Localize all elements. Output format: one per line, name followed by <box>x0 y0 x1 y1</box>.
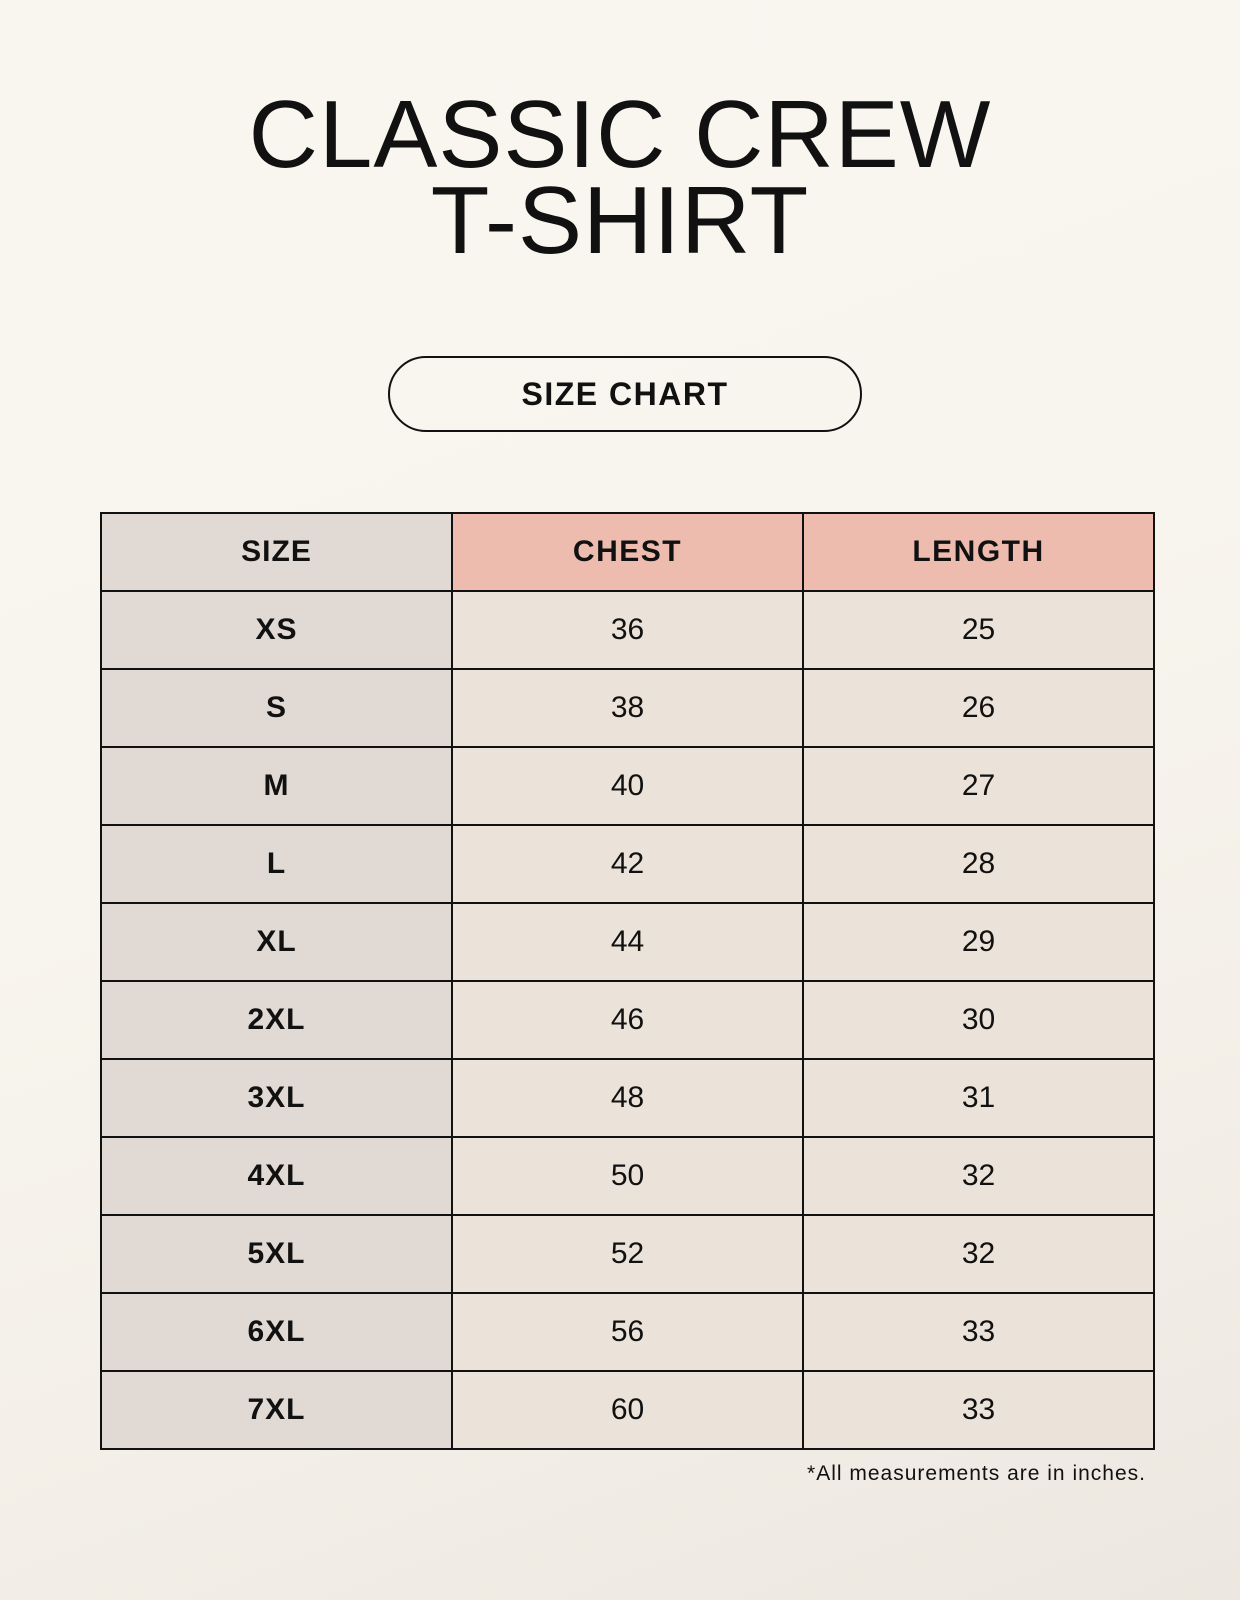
title-line-2: T-SHIRT <box>430 167 810 274</box>
table-row: L 42 28 <box>100 824 1155 904</box>
header-size: SIZE <box>100 512 453 592</box>
size-cell: 4XL <box>100 1136 453 1216</box>
page-title: CLASSIC CREW T-SHIRT <box>0 81 1240 274</box>
length-cell: 31 <box>802 1058 1155 1138</box>
table-header-row: SIZE CHEST LENGTH <box>100 512 1155 592</box>
size-cell: L <box>100 824 453 904</box>
chest-cell: 44 <box>451 902 804 982</box>
table-row: S 38 26 <box>100 668 1155 748</box>
header-length: LENGTH <box>802 512 1155 592</box>
size-cell: 5XL <box>100 1214 453 1294</box>
chest-cell: 46 <box>451 980 804 1060</box>
chest-cell: 52 <box>451 1214 804 1294</box>
length-cell: 33 <box>802 1292 1155 1372</box>
title-line-1: CLASSIC CREW <box>248 81 992 188</box>
size-cell: 7XL <box>100 1370 453 1450</box>
size-cell: 3XL <box>100 1058 453 1138</box>
table-row: 5XL 52 32 <box>100 1214 1155 1294</box>
size-cell: M <box>100 746 453 826</box>
table-row: 3XL 48 31 <box>100 1058 1155 1138</box>
size-cell: 2XL <box>100 980 453 1060</box>
size-cell: 6XL <box>100 1292 453 1372</box>
measurement-note: *All measurements are in inches. <box>807 1462 1146 1485</box>
size-cell: S <box>100 668 453 748</box>
length-cell: 32 <box>802 1136 1155 1216</box>
size-cell: XL <box>100 902 453 982</box>
length-cell: 32 <box>802 1214 1155 1294</box>
table-row: 6XL 56 33 <box>100 1292 1155 1372</box>
length-cell: 26 <box>802 668 1155 748</box>
length-cell: 27 <box>802 746 1155 826</box>
chest-cell: 56 <box>451 1292 804 1372</box>
chest-cell: 42 <box>451 824 804 904</box>
chest-cell: 50 <box>451 1136 804 1216</box>
header-chest: CHEST <box>451 512 804 592</box>
chest-cell: 40 <box>451 746 804 826</box>
length-cell: 28 <box>802 824 1155 904</box>
chest-cell: 36 <box>451 590 804 670</box>
table-row: 2XL 46 30 <box>100 980 1155 1060</box>
length-cell: 25 <box>802 590 1155 670</box>
table-row: 4XL 50 32 <box>100 1136 1155 1216</box>
chest-cell: 48 <box>451 1058 804 1138</box>
chest-cell: 38 <box>451 668 804 748</box>
size-table: SIZE CHEST LENGTH XS 36 25 S 38 26 M 40 27 L 42 28 X… <box>100 512 1155 1450</box>
chest-cell: 60 <box>451 1370 804 1450</box>
length-cell: 29 <box>802 902 1155 982</box>
size-chart-badge: SIZE CHART <box>388 356 862 432</box>
length-cell: 33 <box>802 1370 1155 1450</box>
table-row: 7XL 60 33 <box>100 1370 1155 1450</box>
length-cell: 30 <box>802 980 1155 1060</box>
table-row: XS 36 25 <box>100 590 1155 670</box>
table-row: M 40 27 <box>100 746 1155 826</box>
table-row: XL 44 29 <box>100 902 1155 982</box>
size-cell: XS <box>100 590 453 670</box>
